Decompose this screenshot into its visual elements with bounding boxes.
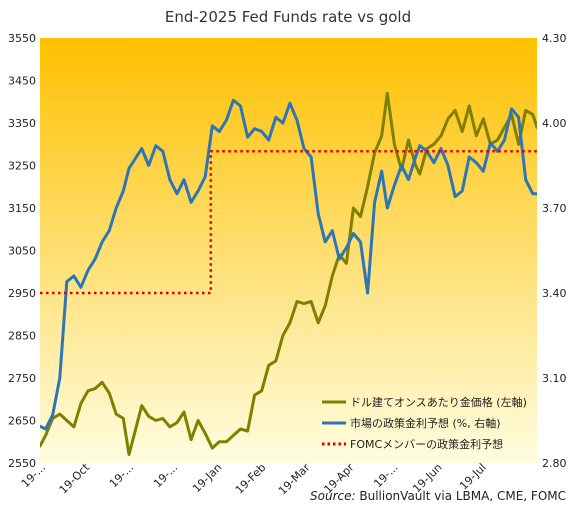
x-tick-label: 19-... xyxy=(371,461,400,490)
x-tick-label: 19-Mar xyxy=(276,461,313,498)
x-tick-label: 19-... xyxy=(107,461,136,490)
legend: ドル建てオンスあたり金価格 (左軸) 市場の政策金利予想 (%, 右軸) FOMCメ… xyxy=(322,395,527,451)
left-tick-label: 2550 xyxy=(8,457,36,470)
source-text: BullionVault via LBMA, CME, FOMC xyxy=(356,489,566,503)
right-tick-label: 4.30 xyxy=(542,32,567,45)
legend-label: 市場の政策金利予想 (%, 右軸) xyxy=(350,416,501,430)
left-tick-label: 2750 xyxy=(8,372,36,385)
left-tick-label: 2850 xyxy=(8,330,36,343)
legend-label: ドル建てオンスあたり金価格 (左軸) xyxy=(350,395,527,409)
left-tick-label: 2950 xyxy=(8,287,36,300)
x-tick-label: 19-Feb xyxy=(233,461,269,497)
right-tick-label: 3.10 xyxy=(542,372,567,385)
left-axis-ticks: 2550 2650 2750 2850 2950 3050 3150 3250 3350 3450… xyxy=(8,32,36,470)
left-tick-label: 2650 xyxy=(8,415,36,428)
right-axis-ticks: 2.80 3.10 3.40 3.70 4.00 4.30 xyxy=(542,32,567,470)
series-line-1 xyxy=(40,91,537,456)
source-prefix: Source: xyxy=(310,489,356,503)
left-tick-label: 3250 xyxy=(8,160,36,173)
right-tick-label: 2.80 xyxy=(542,457,567,470)
x-tick-label: 19-... xyxy=(151,461,180,490)
source-note: Source: BullionVault via LBMA, CME, FOMC xyxy=(310,489,566,503)
left-tick-label: 3050 xyxy=(8,245,36,258)
right-tick-label: 4.00 xyxy=(542,117,567,130)
series-line-3 xyxy=(40,150,537,295)
x-tick-label: 19-Jan xyxy=(190,461,224,495)
right-tick-label: 3.70 xyxy=(542,202,567,215)
legend-label: FOMCメンバーの政策金利予想 xyxy=(350,437,503,451)
x-tick-label: 19-Oct xyxy=(57,460,93,496)
x-tick-label: 19-Jul xyxy=(457,461,489,493)
left-tick-label: 3450 xyxy=(8,75,36,88)
left-tick-label: 3350 xyxy=(8,117,36,130)
series-line-2 xyxy=(40,98,537,431)
left-tick-label: 3550 xyxy=(8,32,36,45)
right-tick-label: 3.40 xyxy=(542,287,567,300)
left-tick-label: 3150 xyxy=(8,202,36,215)
series-group xyxy=(40,91,537,456)
chart-title: End-2025 Fed Funds rate vs gold xyxy=(165,8,411,26)
